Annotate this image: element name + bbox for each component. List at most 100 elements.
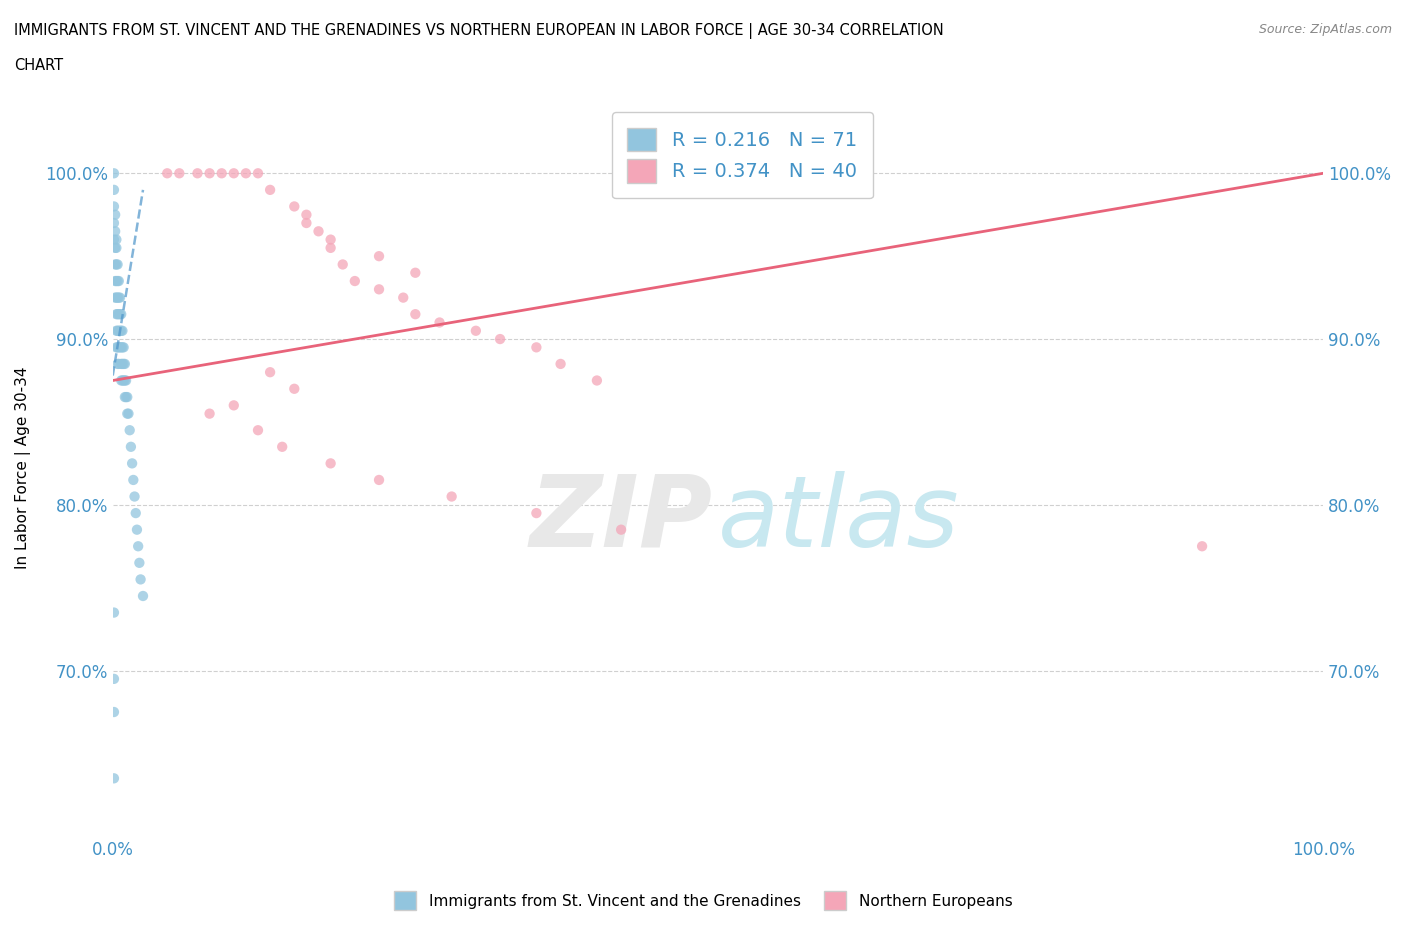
Point bbox=[105, 339, 128, 354]
Point bbox=[524, 339, 547, 354]
Point bbox=[114, 390, 136, 405]
Point bbox=[440, 489, 463, 504]
Point bbox=[122, 472, 145, 487]
Point bbox=[107, 339, 129, 354]
Point bbox=[107, 339, 129, 354]
Text: IMMIGRANTS FROM ST. VINCENT AND THE GRENADINES VS NORTHERN EUROPEAN IN LABOR FOR: IMMIGRANTS FROM ST. VINCENT AND THE GREN… bbox=[14, 23, 943, 39]
Point bbox=[117, 406, 139, 421]
Point bbox=[198, 406, 221, 421]
Point bbox=[404, 307, 426, 322]
Point bbox=[222, 166, 245, 180]
Point bbox=[103, 232, 125, 247]
Point bbox=[259, 365, 281, 379]
Point bbox=[103, 671, 125, 686]
Point bbox=[132, 589, 155, 604]
Point bbox=[107, 257, 129, 272]
Point bbox=[104, 207, 127, 222]
Point bbox=[489, 332, 512, 347]
Point bbox=[107, 273, 129, 288]
Point bbox=[111, 373, 134, 388]
Legend: R = 0.216   N = 71, R = 0.374   N = 40: R = 0.216 N = 71, R = 0.374 N = 40 bbox=[612, 113, 873, 198]
Point bbox=[105, 241, 128, 256]
Point bbox=[104, 257, 127, 272]
Point bbox=[107, 307, 129, 322]
Point bbox=[104, 224, 127, 239]
Point bbox=[112, 373, 135, 388]
Point bbox=[295, 207, 318, 222]
Legend: Immigrants from St. Vincent and the Grenadines, Northern Europeans: Immigrants from St. Vincent and the Gren… bbox=[385, 884, 1021, 918]
Point bbox=[235, 166, 257, 180]
Point bbox=[111, 339, 134, 354]
Point bbox=[283, 381, 305, 396]
Point bbox=[114, 373, 136, 388]
Point bbox=[368, 282, 391, 297]
Point bbox=[104, 241, 127, 256]
Point bbox=[114, 356, 136, 371]
Point bbox=[610, 523, 633, 538]
Point bbox=[103, 182, 125, 197]
Point bbox=[186, 166, 208, 180]
Point bbox=[128, 555, 150, 570]
Point bbox=[246, 166, 269, 180]
Point bbox=[156, 166, 179, 180]
Point bbox=[105, 257, 128, 272]
Point bbox=[105, 273, 128, 288]
Point bbox=[169, 166, 191, 180]
Point bbox=[108, 307, 131, 322]
Point bbox=[110, 356, 132, 371]
Point bbox=[404, 265, 426, 280]
Point bbox=[283, 199, 305, 214]
Text: atlas: atlas bbox=[718, 471, 960, 567]
Point bbox=[117, 390, 139, 405]
Point bbox=[103, 605, 125, 620]
Point bbox=[464, 324, 486, 339]
Point bbox=[429, 315, 451, 330]
Point bbox=[222, 398, 245, 413]
Point bbox=[108, 290, 131, 305]
Point bbox=[105, 307, 128, 322]
Point bbox=[105, 290, 128, 305]
Point bbox=[524, 506, 547, 521]
Point bbox=[107, 356, 129, 371]
Point bbox=[319, 232, 342, 247]
Point bbox=[124, 489, 146, 504]
Point bbox=[368, 472, 391, 487]
Point bbox=[107, 324, 129, 339]
Point bbox=[115, 373, 138, 388]
Point bbox=[550, 356, 572, 371]
Point bbox=[112, 339, 135, 354]
Point bbox=[110, 324, 132, 339]
Point bbox=[112, 356, 135, 371]
Point bbox=[392, 290, 415, 305]
Point bbox=[1191, 538, 1213, 553]
Point bbox=[111, 324, 134, 339]
Point bbox=[368, 248, 391, 263]
Point bbox=[308, 224, 330, 239]
Point bbox=[107, 307, 129, 322]
Point bbox=[332, 257, 354, 272]
Point bbox=[103, 705, 125, 720]
Point bbox=[259, 182, 281, 197]
Point bbox=[343, 273, 366, 288]
Y-axis label: In Labor Force | Age 30-34: In Labor Force | Age 30-34 bbox=[15, 366, 31, 569]
Point bbox=[120, 439, 142, 454]
Point bbox=[211, 166, 233, 180]
Point bbox=[105, 232, 128, 247]
Point bbox=[115, 390, 138, 405]
Point bbox=[127, 538, 149, 553]
Point bbox=[110, 307, 132, 322]
Point bbox=[103, 199, 125, 214]
Point bbox=[107, 356, 129, 371]
Point bbox=[104, 273, 127, 288]
Point bbox=[108, 324, 131, 339]
Point bbox=[111, 356, 134, 371]
Point bbox=[129, 572, 152, 587]
Text: ZIP: ZIP bbox=[530, 471, 713, 567]
Point bbox=[586, 373, 609, 388]
Point bbox=[121, 456, 143, 471]
Point bbox=[117, 406, 139, 421]
Point bbox=[246, 423, 269, 438]
Text: CHART: CHART bbox=[14, 58, 63, 73]
Point bbox=[107, 290, 129, 305]
Point bbox=[107, 273, 129, 288]
